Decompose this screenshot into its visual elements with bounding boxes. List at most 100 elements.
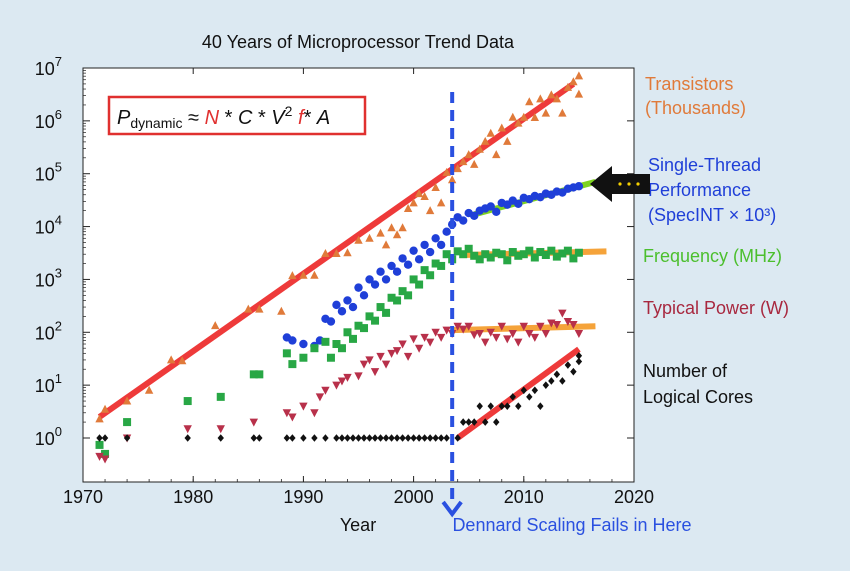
data-point [388,434,395,442]
data-point [283,434,291,442]
data-point [177,356,187,365]
data-point [426,434,434,442]
data-point [333,434,340,442]
data-point [536,322,545,331]
data-point [343,296,352,305]
data-point [547,90,556,99]
data-point [95,440,104,449]
data-point [387,223,396,232]
legend-label: Number of Logical Cores [643,361,753,407]
data-point [503,335,512,344]
data-point [453,322,462,331]
y-tick-label: 104 [35,213,62,238]
data-point [492,333,501,342]
data-point [326,317,336,326]
data-point [431,182,440,191]
legend: Transistors (Thousands) Single-Thread Perfo… [643,74,789,407]
data-point [370,280,380,289]
data-point [431,259,440,268]
data-point [486,328,495,337]
data-point [519,322,528,331]
data-point [432,434,439,442]
data-point [382,434,390,442]
data-point [464,322,473,331]
data-point [437,261,446,270]
data-point [184,434,191,442]
data-point [315,393,325,402]
data-point [552,94,562,103]
data-point [558,108,567,117]
data-point [96,434,103,442]
data-point [310,409,319,418]
data-point [514,118,523,127]
data-point [404,291,413,300]
data-point [497,123,506,132]
data-point [321,337,330,346]
data-point [503,256,512,265]
data-point [409,335,418,344]
data-point [360,434,368,442]
data-point [101,449,110,458]
legend-label: Typical Power (W) [643,298,789,318]
data-point [425,338,435,347]
data-point [575,357,583,366]
data-point [392,230,402,239]
data-point [354,283,363,292]
y-tick-label: 106 [35,107,62,132]
data-point [332,248,341,257]
data-point [359,360,369,369]
data-point [250,434,258,442]
legend-label: Frequency (MHz) [643,246,782,266]
data-point [570,367,577,376]
data-point [393,296,402,305]
data-point [519,112,528,121]
data-point [470,159,479,168]
data-point [498,402,505,410]
x-tick-label: 2010 [504,487,544,507]
data-point [414,255,424,264]
data-point [437,434,445,442]
data-point [563,317,573,326]
data-point [493,418,500,426]
x-ticks: 1970 1980 1990 2000 2010 2020 [63,68,654,507]
data-point [321,248,330,257]
data-point [244,304,253,313]
data-point [459,250,468,259]
data-point [515,402,522,410]
data-point [288,360,297,369]
data-point [392,267,402,276]
data-point [575,351,583,360]
data-point [443,434,450,442]
formula-a: A [316,107,330,129]
data-point [282,349,291,358]
data-point [442,326,451,335]
data-point [359,291,369,300]
data-point [381,360,391,369]
data-point [216,392,225,401]
data-point [404,434,412,442]
data-point [123,434,131,442]
formula-p: P [117,107,131,129]
formula-text: Pdynamic ≈ N * C * V2 f* A [117,103,330,131]
dennard-annotation: Dennard Scaling Fails in Here [441,92,692,535]
x-tick-label: 1980 [173,487,213,507]
data-point [530,112,540,121]
data-point [470,251,479,260]
data-point [332,340,341,349]
formula-s2: * [252,107,271,129]
data-point [277,306,286,315]
data-point [481,250,490,259]
data-point [95,452,104,461]
data-point [436,333,446,342]
data-point [420,192,429,201]
data-point [420,240,429,250]
data-point [376,228,385,237]
data-point [365,312,374,321]
data-point [255,370,264,379]
y-tick-label: 107 [35,54,62,79]
formula-s3: * [304,107,317,129]
formula-c: C [238,107,253,129]
x-tick-label: 2020 [614,487,654,507]
data-point [415,280,424,289]
data-point [211,321,220,330]
